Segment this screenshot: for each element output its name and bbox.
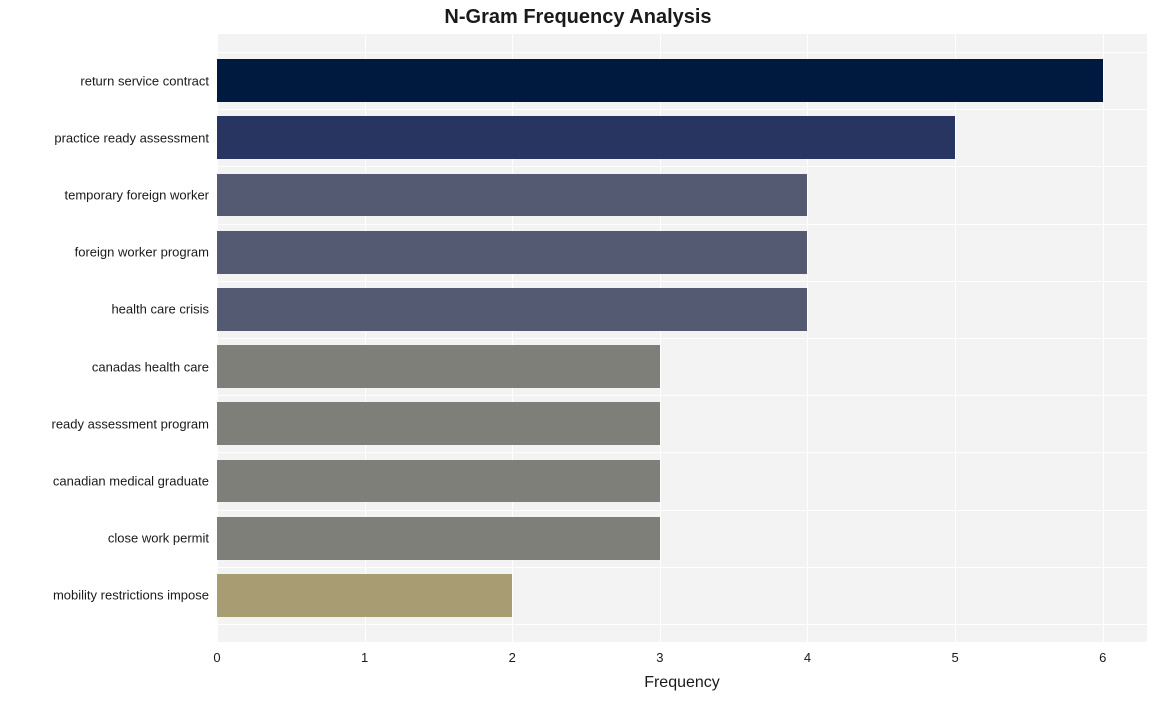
y-tick-label: canadian medical graduate — [53, 474, 217, 489]
y-tick-label: ready assessment program — [51, 416, 217, 431]
x-tick-label: 1 — [361, 642, 368, 665]
x-tick-label: 2 — [509, 642, 516, 665]
bar-row — [217, 174, 1147, 217]
row-divider — [217, 166, 1147, 167]
bar — [217, 402, 660, 445]
bar-row — [217, 288, 1147, 331]
y-tick-label: temporary foreign worker — [65, 188, 218, 203]
plot-area: return service contractpractice ready as… — [217, 34, 1147, 642]
y-tick-label: mobility restrictions impose — [53, 588, 217, 603]
y-tick-label: health care crisis — [111, 302, 217, 317]
y-tick-label: canadas health care — [92, 359, 217, 374]
bar-row — [217, 59, 1147, 102]
row-divider — [217, 510, 1147, 511]
bar — [217, 116, 955, 159]
y-tick-label: return service contract — [80, 73, 217, 88]
row-divider — [217, 109, 1147, 110]
bar-row — [217, 231, 1147, 274]
x-tick-label: 4 — [804, 642, 811, 665]
row-divider — [217, 281, 1147, 282]
x-tick-label: 0 — [213, 642, 220, 665]
bar-row — [217, 402, 1147, 445]
bar — [217, 574, 512, 617]
y-tick-label: practice ready assessment — [54, 130, 217, 145]
row-divider — [217, 452, 1147, 453]
bar — [217, 288, 807, 331]
bar-row — [217, 116, 1147, 159]
x-axis-label: Frequency — [217, 674, 1147, 692]
x-tick-label: 5 — [951, 642, 958, 665]
bar-row — [217, 574, 1147, 617]
row-divider — [217, 224, 1147, 225]
row-divider — [217, 624, 1147, 625]
x-tick-label: 3 — [656, 642, 663, 665]
bar — [217, 345, 660, 388]
bar-row — [217, 345, 1147, 388]
bar — [217, 59, 1103, 102]
row-divider — [217, 567, 1147, 568]
chart-container: N-Gram Frequency Analysis return service… — [0, 0, 1156, 701]
y-tick-label: foreign worker program — [75, 245, 217, 260]
row-divider — [217, 395, 1147, 396]
bar — [217, 517, 660, 560]
bar — [217, 174, 807, 217]
bar — [217, 231, 807, 274]
bar — [217, 460, 660, 503]
chart-title: N-Gram Frequency Analysis — [0, 6, 1156, 29]
row-divider — [217, 338, 1147, 339]
row-divider — [217, 52, 1147, 53]
x-tick-label: 6 — [1099, 642, 1106, 665]
y-tick-label: close work permit — [108, 531, 217, 546]
bar-row — [217, 517, 1147, 560]
bar-row — [217, 460, 1147, 503]
